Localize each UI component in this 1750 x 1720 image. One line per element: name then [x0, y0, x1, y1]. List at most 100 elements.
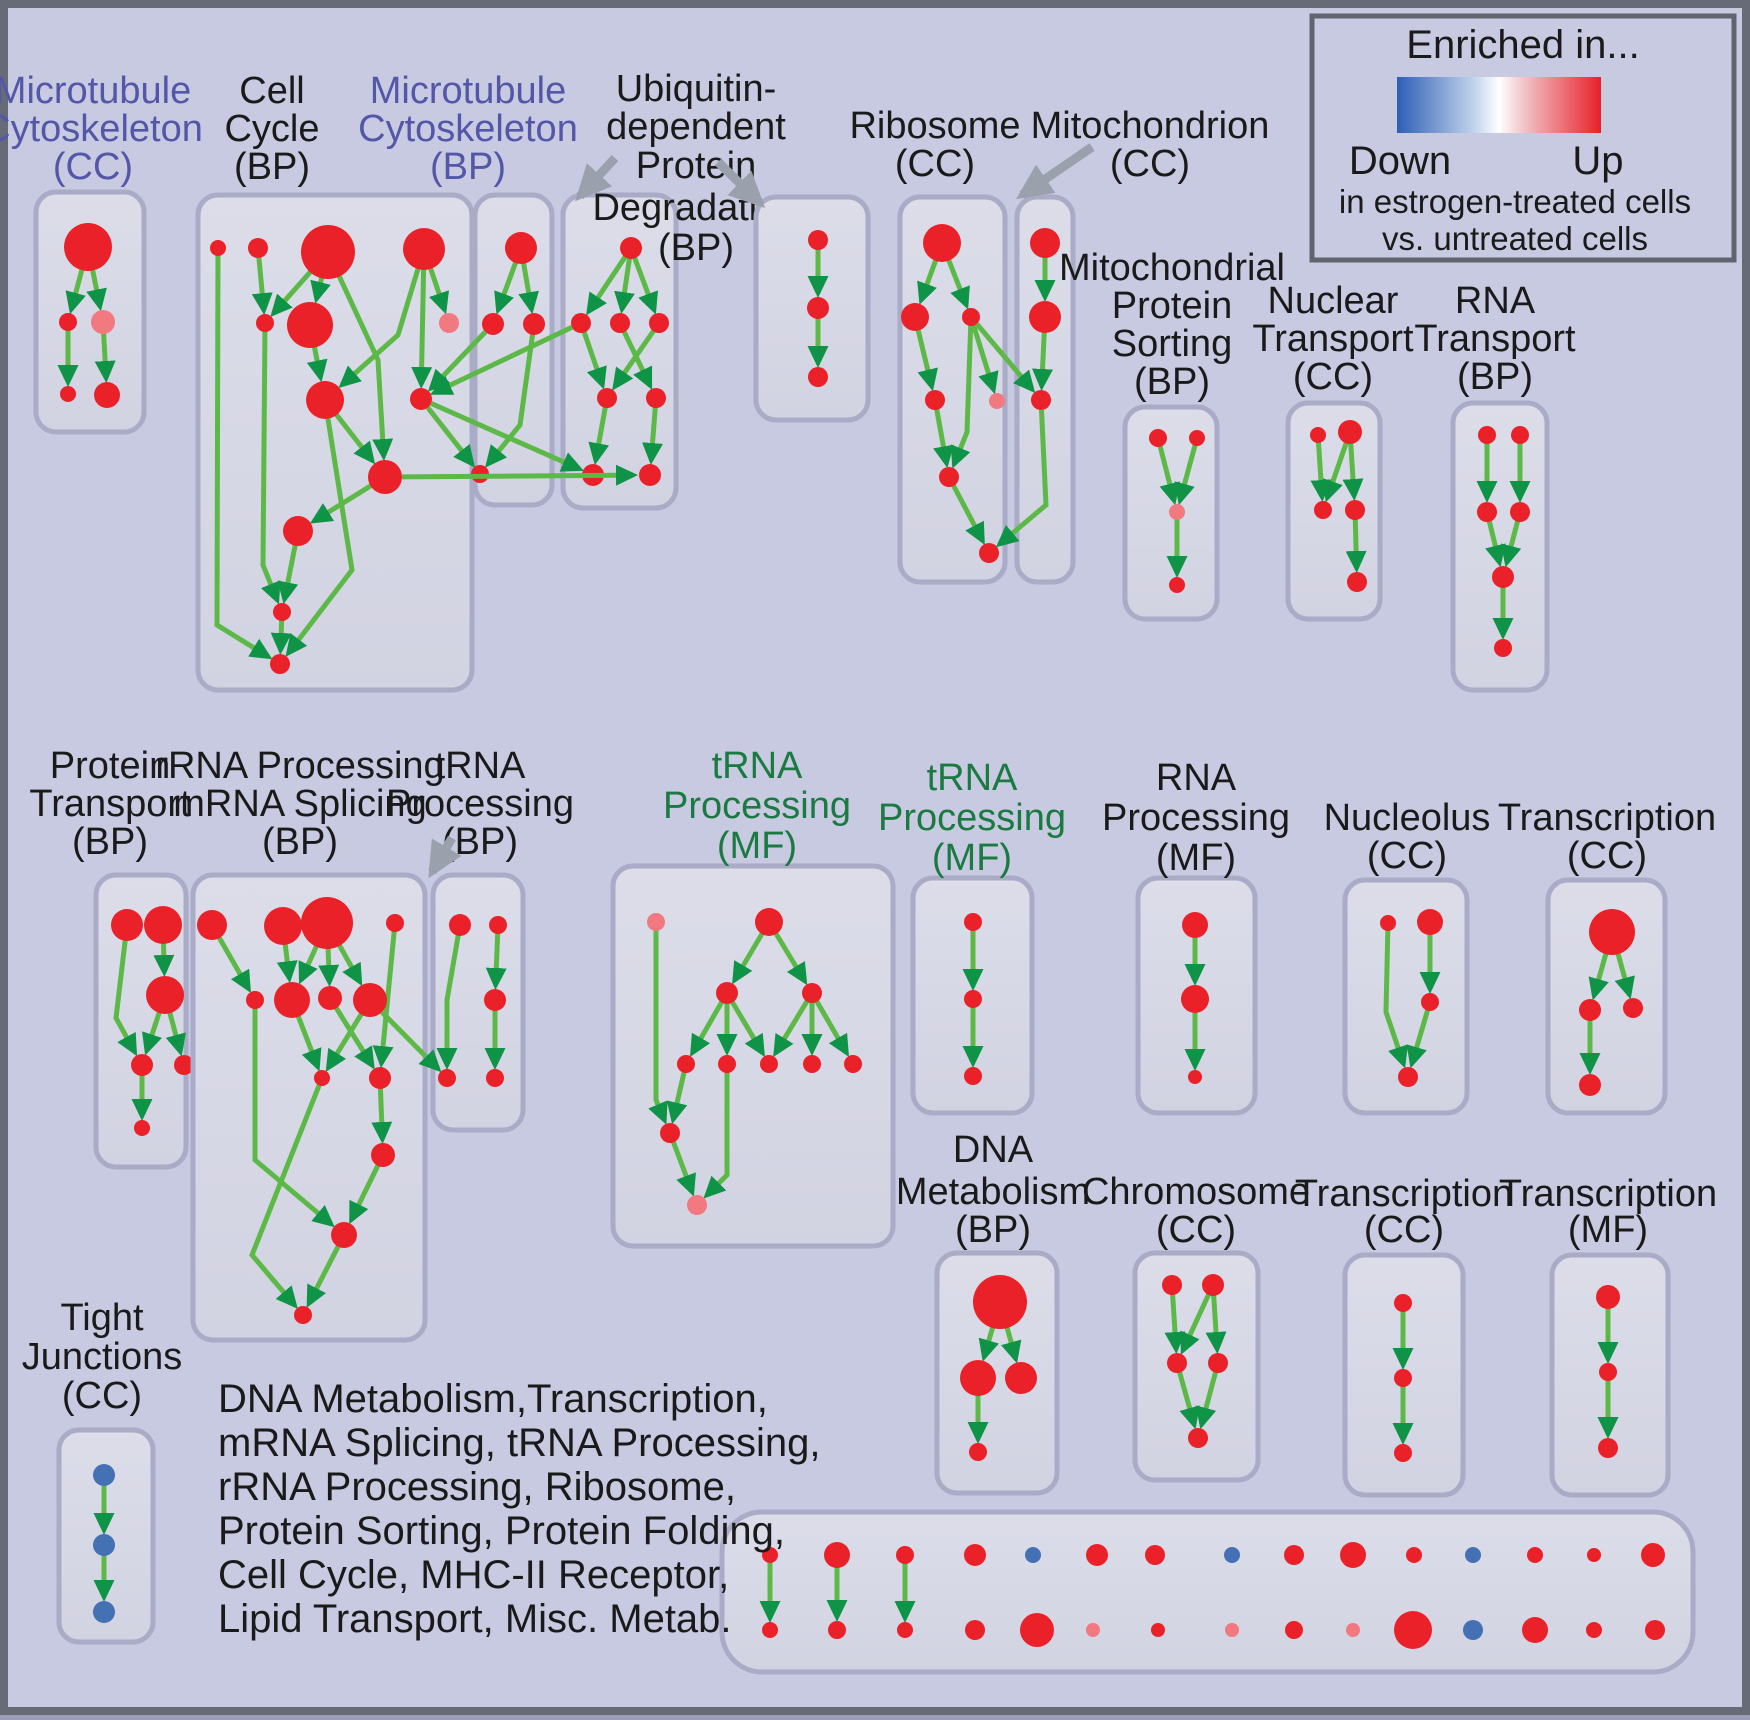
node-ubiquitin-small-b [807, 297, 829, 319]
node-trna-mf-large-e [687, 1195, 707, 1215]
node-mito-sorting-p [1169, 504, 1185, 520]
cross-edge-1 [429, 325, 574, 395]
node-rrna-r7 [318, 986, 342, 1010]
misc-cluster-caption-line: DNA Metabolism,Transcription, [218, 1377, 768, 1421]
node-rna-transport-m1 [1477, 502, 1497, 522]
chromosome-label-line: (CC) [1156, 1209, 1236, 1251]
edge-nucleolus-s1-b [1383, 922, 1408, 1069]
node-trna-mf-small-a [964, 913, 982, 931]
node-misc-u2 [824, 1542, 850, 1568]
node-misc-u3 [896, 1546, 914, 1564]
node-transcription-cc-t [1589, 909, 1635, 955]
node-misc-u1 [762, 1547, 778, 1563]
edge-cell-cycle-n4-n8 [338, 248, 427, 389]
label-callout-arrow-3 [428, 835, 462, 879]
mito-sorting-label-line: (BP) [1134, 361, 1210, 403]
node-cell-cycle-n2 [248, 238, 268, 258]
cross-edge-4 [401, 464, 638, 486]
nuclear-transport-label-line: Transport [1252, 318, 1414, 360]
node-trna-mf-large-c1 [677, 1055, 695, 1073]
rna-proc-mf-label-line: (MF) [1156, 837, 1236, 879]
node-rrna-r8 [353, 983, 387, 1017]
legend-subtitle-2: vs. untreated cells [1382, 220, 1648, 257]
rna-transport-label-line: RNA [1455, 280, 1536, 322]
nucleolus-label-line: Nucleolus [1324, 797, 1491, 839]
node-rna-transport-t2 [1511, 426, 1529, 444]
cross-edge-6 [995, 409, 1049, 548]
node-microtubule-cc-d [60, 386, 76, 402]
transcription-mf-label-line: Transcription [1499, 1173, 1717, 1215]
transcription-cc-label-line: Transcription [1498, 797, 1716, 839]
rna-proc-mf-label-line: RNA [1156, 757, 1237, 799]
label-callout-arrow-2 [1016, 143, 1095, 200]
rrna-label-line: (BP) [262, 821, 338, 863]
tight-junctions-label-line: (CC) [62, 1375, 142, 1417]
node-trna-mf-large-c5 [844, 1055, 862, 1073]
node-misc-v2 [828, 1621, 846, 1639]
node-rrna-r2 [264, 907, 302, 945]
misc-cluster-caption-line: mRNA Splicing, tRNA Processing, [218, 1421, 820, 1465]
node-ribosome-q2 [989, 393, 1005, 409]
node-rna-proc-mf-a [1182, 912, 1208, 938]
edge-trna-mf-large-m2-c5 [809, 991, 850, 1058]
node-microtubule-bp-m2 [523, 313, 545, 335]
node-rrna-r1 [197, 910, 227, 940]
node-trna-bp-m [484, 989, 506, 1011]
node-cell-cycle-n6 [287, 302, 333, 348]
edge-ubiquitin-q2-b2 [642, 397, 663, 465]
node-misc-u8 [1224, 1547, 1240, 1563]
cluster-ubiquitin-small [753, 194, 871, 423]
ubiquitin-label-line: (BP) [658, 227, 734, 269]
edge-cell-cycle-n5-n12 [260, 322, 281, 605]
edge-ribosome-m2-s [950, 316, 974, 469]
node-mitochondrion-m2 [1029, 301, 1061, 333]
node-microtubule-cc-c [91, 310, 115, 334]
node-misc-v6 [1086, 1623, 1100, 1637]
microtubule-bp-label-line: Cytoskeleton [358, 108, 578, 150]
node-misc-v11 [1394, 1611, 1432, 1649]
node-nucleolus-b [1398, 1067, 1418, 1087]
ubiquitin-label-line: Ubiquitin- [616, 68, 777, 110]
node-misc-v8 [1225, 1623, 1239, 1637]
node-misc-u4 [964, 1544, 986, 1566]
misc-cluster-caption-line: rRNA Processing, Ribosome, [218, 1465, 736, 1509]
ribosome-label-line: Ribosome [849, 105, 1020, 147]
node-ubiquitin-t [620, 237, 642, 259]
node-cell-cycle-n12 [273, 603, 291, 621]
node-cell-cycle-n3 [301, 225, 355, 279]
node-trna-mf-small-c [964, 1067, 982, 1085]
node-trna-mf-large-p1 [647, 913, 665, 931]
node-transcription-cc-mr [1623, 998, 1643, 1018]
edge-trna-mf-large-m1-c1 [689, 991, 730, 1058]
node-microtubule-bp-m1 [482, 313, 504, 335]
node-ubiquitin-q1 [597, 388, 617, 408]
legend-title: Enriched in... [1406, 23, 1639, 67]
node-microtubule-cc-a [64, 223, 112, 271]
node-trna-mf-large-t [755, 908, 783, 936]
trna-mf-small-label-line: (MF) [932, 837, 1012, 879]
node-misc-v12 [1463, 1620, 1483, 1640]
node-misc-v5 [1020, 1613, 1054, 1647]
node-rrna-r11 [371, 1143, 395, 1167]
node-dna-metabolism-s [969, 1443, 987, 1461]
node-trna-bp-t1 [449, 914, 471, 936]
node-ribosome-t [923, 224, 961, 262]
node-tight-junctions-b [93, 1534, 115, 1556]
node-protein-transport-t1 [111, 909, 143, 941]
node-ubiquitin-small-c [808, 367, 828, 387]
legend-subtitle-1: in estrogen-treated cells [1339, 183, 1691, 220]
edge-ubiquitin-m1-q1 [578, 322, 607, 390]
mito-sorting-label-line: Protein [1112, 285, 1232, 327]
node-chromosome-b [1188, 1428, 1208, 1448]
node-microtubule-cc-b [59, 313, 77, 331]
node-microtubule-bp-t [505, 232, 537, 264]
node-misc-u5 [1025, 1547, 1041, 1563]
